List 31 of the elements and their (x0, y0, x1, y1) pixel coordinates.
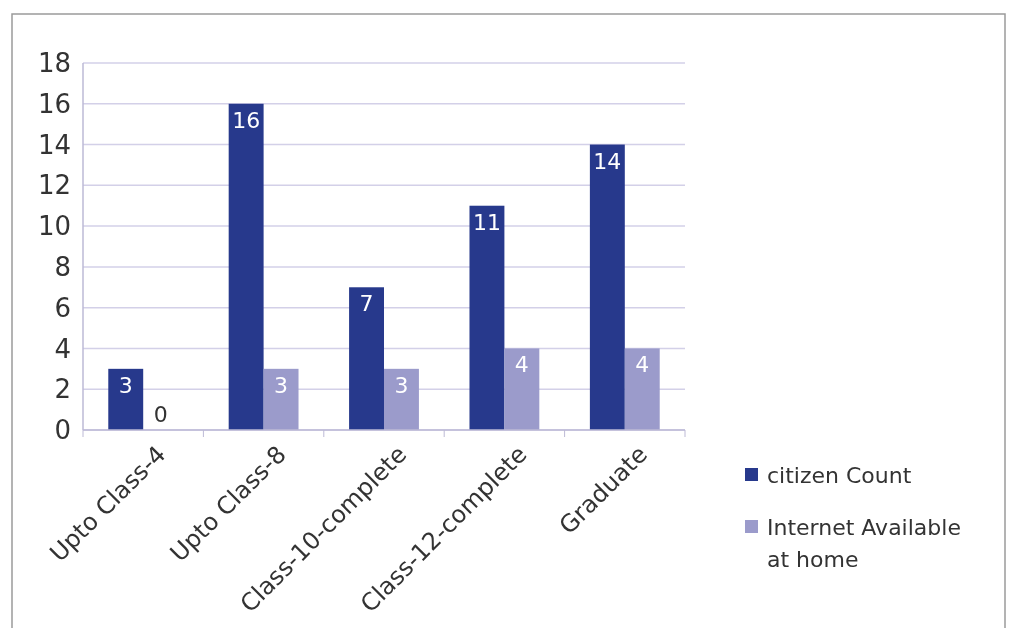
bar (349, 287, 384, 430)
bar (263, 368, 299, 430)
y-tick-label: 0 (54, 415, 71, 446)
y-tick-label: 12 (37, 170, 71, 201)
y-tick-label: 4 (54, 333, 71, 364)
bar (589, 144, 625, 430)
y-tick-label: 8 (54, 251, 71, 282)
y-tick-label: 18 (37, 48, 71, 79)
data-label: 0 (153, 402, 168, 427)
y-tick-label: 6 (54, 292, 71, 323)
bar (624, 348, 660, 430)
bar (384, 368, 419, 430)
data-label: 3 (274, 372, 289, 398)
y-tick-label: 10 (37, 211, 71, 242)
data-label: 14 (593, 148, 622, 174)
bar (108, 368, 144, 430)
data-label: 4 (514, 352, 529, 378)
data-label: 3 (118, 372, 133, 398)
bar (228, 103, 264, 430)
bar (469, 205, 505, 430)
legend-label: citizen Count (767, 462, 912, 488)
y-tick-label: 16 (37, 88, 71, 119)
data-label: 11 (472, 209, 501, 235)
y-tick-label: 14 (37, 129, 71, 160)
data-label: 3 (394, 372, 409, 398)
bar (504, 348, 540, 430)
y-tick-label: 2 (54, 374, 71, 405)
data-label: 16 (232, 107, 261, 133)
legend-label: Internet Available at home (767, 514, 961, 572)
data-label: 4 (635, 352, 650, 378)
data-label: 7 (359, 291, 374, 317)
